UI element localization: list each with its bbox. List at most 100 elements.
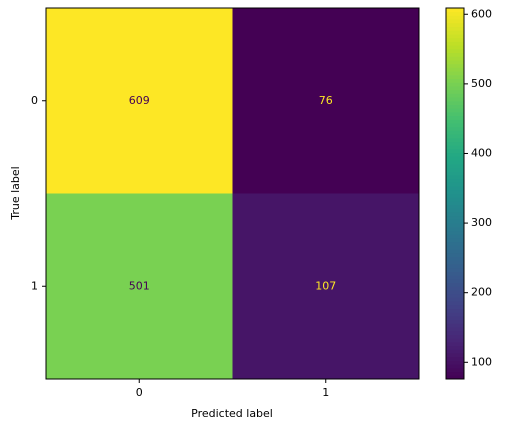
colorbar-tick-label: 300: [471, 216, 492, 229]
colorbar-segment: [446, 193, 464, 198]
colorbar-segment: [446, 349, 464, 354]
colorbar-segment: [446, 230, 464, 235]
colorbar-segment: [446, 71, 464, 76]
heatmap-cell: [232, 193, 420, 380]
colorbar-segment: [446, 41, 464, 46]
heatmap-cell: [46, 193, 233, 380]
colorbar-segment: [446, 304, 464, 310]
colorbar-segment: [446, 223, 464, 228]
y-tick-label: 1: [31, 279, 38, 292]
colorbar-segment: [446, 256, 464, 261]
colorbar-segment: [446, 22, 464, 28]
colorbar-segment: [446, 85, 464, 91]
colorbar-segment: [446, 289, 464, 295]
colorbar-segment: [446, 111, 464, 117]
colorbar-segment: [446, 19, 464, 24]
colorbar-segment: [446, 97, 464, 102]
colorbar-segment: [446, 367, 464, 373]
colorbar-segment: [446, 82, 464, 87]
colorbar-segment: [446, 11, 464, 16]
colorbar-segment: [446, 226, 464, 232]
cell-label: 107: [315, 279, 336, 292]
colorbar-segment: [446, 119, 464, 124]
colorbar-segment: [446, 312, 464, 317]
colorbar-segment: [446, 330, 464, 335]
colorbar-segment: [446, 263, 464, 269]
colorbar-segment: [446, 141, 464, 146]
colorbar-segment: [446, 293, 464, 298]
colorbar-segment: [446, 74, 464, 79]
colorbar-segment: [446, 134, 464, 139]
colorbar-segment: [446, 108, 464, 113]
colorbar-segment: [446, 37, 464, 42]
colorbar-segment: [446, 212, 464, 217]
colorbar-segment: [446, 345, 464, 350]
colorbar-segment: [446, 137, 464, 143]
colorbar-segment: [446, 271, 464, 276]
colorbar-segment: [446, 104, 464, 109]
colorbar-segment: [446, 252, 464, 258]
colorbar-segment: [446, 78, 464, 83]
colorbar-segment: [446, 33, 464, 39]
colorbar-segment: [446, 200, 464, 206]
colorbar-segment: [446, 115, 464, 120]
colorbar-segment: [446, 163, 464, 169]
colorbar-segment: [446, 67, 464, 72]
colorbar-segment: [446, 364, 464, 369]
colorbar-segment: [446, 327, 464, 332]
colorbar-segment: [446, 338, 464, 343]
colorbar-segment: [446, 286, 464, 291]
colorbar-segment: [446, 267, 464, 272]
colorbar-segment: [446, 26, 464, 31]
colorbar-segment: [446, 156, 464, 161]
colorbar-segment: [446, 100, 464, 105]
colorbar-segment: [446, 215, 464, 220]
colorbar-segment: [446, 93, 464, 98]
colorbar-tick-label: 200: [471, 286, 492, 299]
colorbar-frame: [445, 7, 465, 380]
colorbar-segment: [446, 260, 464, 265]
colorbar-segment: [446, 8, 464, 13]
colorbar-segment: [446, 15, 464, 20]
colorbar-segment: [446, 245, 464, 250]
colorbar-tick-label: 500: [471, 77, 492, 90]
colorbar-segment: [446, 360, 464, 365]
colorbar-segment: [446, 178, 464, 183]
colorbar-segment: [446, 89, 464, 94]
colorbar-segment: [446, 297, 464, 302]
colorbar-segment: [446, 182, 464, 187]
cell-label: 609: [129, 94, 150, 107]
colorbar-segment: [446, 275, 464, 280]
colorbar-segment: [446, 334, 464, 339]
colorbar-segment: [446, 30, 464, 35]
colorbar-segment: [446, 174, 464, 180]
axes-frame: [45, 7, 420, 380]
colorbar-segment: [446, 278, 464, 284]
colorbar-segment: [446, 234, 464, 239]
x-axis-label: Predicted label: [191, 407, 273, 420]
colorbar-segment: [446, 171, 464, 176]
colorbar-segment: [446, 167, 464, 172]
colorbar-segment: [446, 282, 464, 287]
colorbar-segment: [446, 249, 464, 254]
colorbar-segment: [446, 186, 464, 191]
colorbar-segment: [446, 371, 464, 376]
cell-label: 76: [319, 94, 333, 107]
colorbar-segment: [446, 63, 464, 68]
colorbar-segment: [446, 356, 464, 361]
colorbar-segment: [446, 341, 464, 347]
colorbar-segment: [446, 308, 464, 313]
colorbar-segment: [446, 241, 464, 246]
colorbar-segment: [446, 48, 464, 54]
x-tick-label: 1: [322, 386, 329, 399]
heatmap-cell: [46, 8, 233, 194]
y-tick-label: 0: [31, 94, 38, 107]
colorbar-tick-label: 400: [471, 146, 492, 159]
colorbar-segment: [446, 315, 464, 321]
colorbar-tick-label: 600: [471, 7, 492, 20]
colorbar-tick-label: 100: [471, 355, 492, 368]
colorbar-segment: [446, 197, 464, 202]
colorbar-segment: [446, 52, 464, 57]
colorbar-segment: [446, 189, 464, 194]
